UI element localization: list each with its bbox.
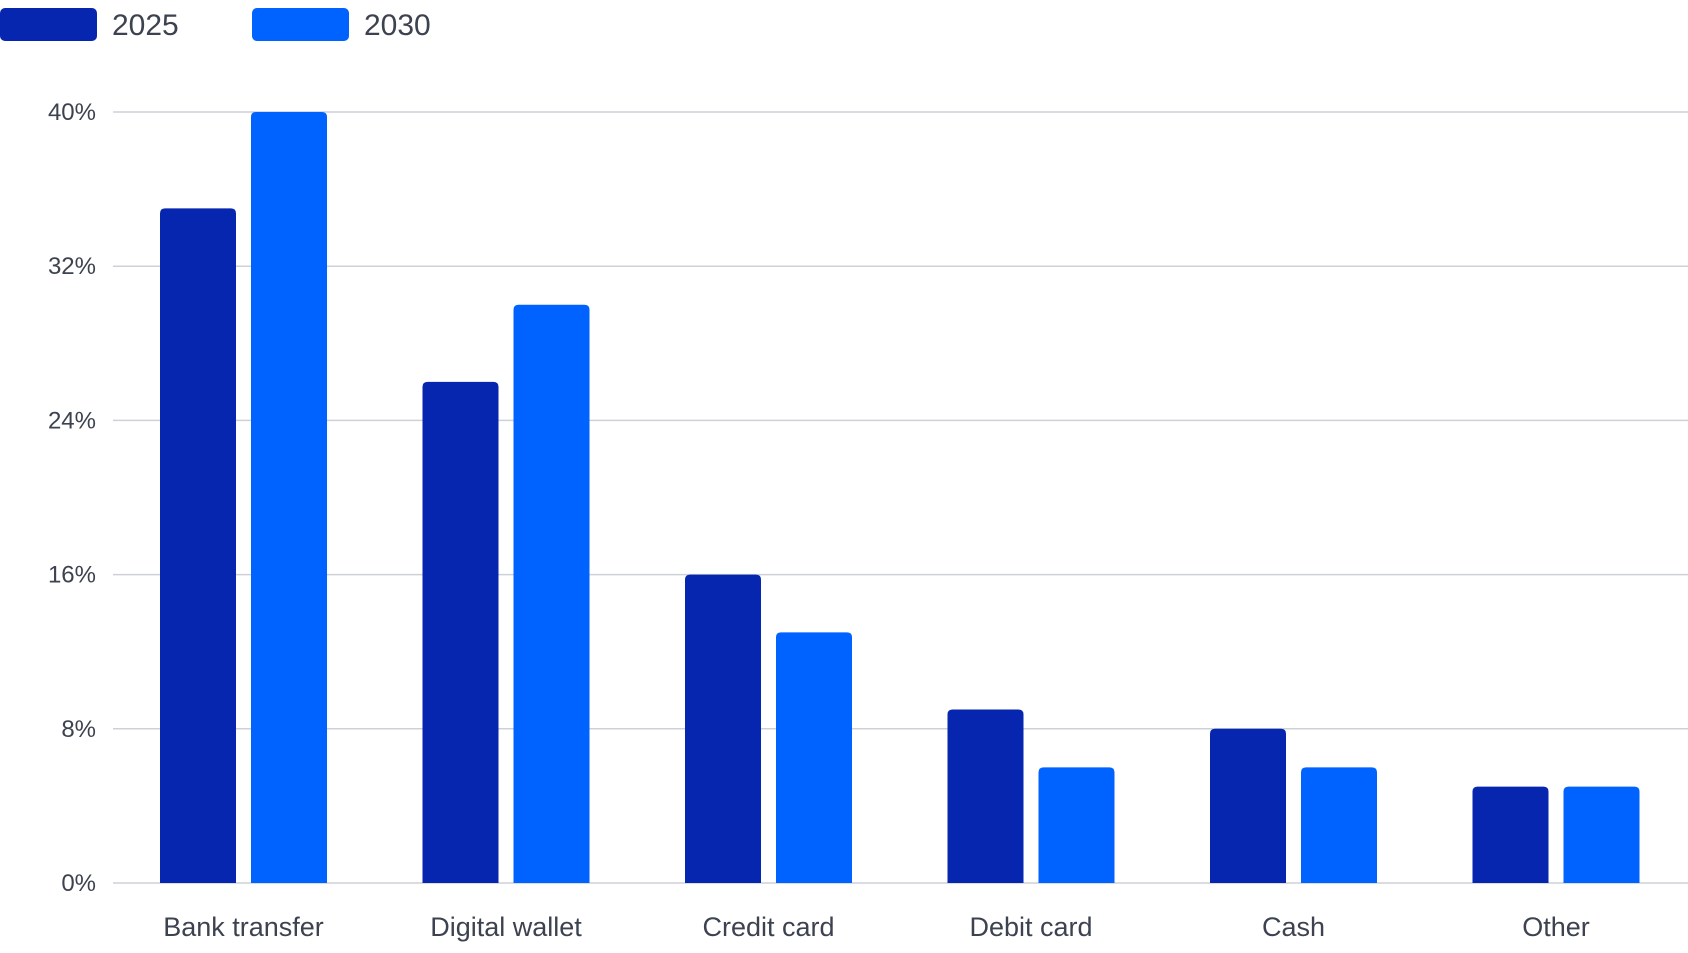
legend-label: 2025 [112, 9, 179, 42]
gridlines [113, 111, 1688, 884]
bar-2025[interactable] [1210, 728, 1286, 883]
legend-item-2025[interactable]: 2025 [0, 8, 179, 42]
y-tick-label: 16% [48, 562, 96, 589]
bar-2025[interactable] [947, 709, 1024, 883]
x-axis-ticks: Bank transfer Digital wallet Credit card De… [163, 912, 1590, 942]
bar-2025[interactable] [1472, 786, 1549, 883]
y-tick-label: 8% [61, 716, 96, 743]
y-tick-label: 24% [48, 407, 96, 434]
legend-label: 2030 [364, 9, 431, 42]
bar-2030[interactable] [513, 304, 590, 883]
x-tick-label: Digital wallet [430, 912, 582, 942]
bar-2030[interactable] [1301, 767, 1377, 883]
x-tick-label: Bank transfer [163, 912, 324, 942]
y-tick-label: 0% [61, 870, 96, 897]
legend-item-2030[interactable]: 2030 [252, 8, 431, 42]
x-tick-label: Debit card [969, 912, 1092, 942]
x-tick-label: Cash [1262, 912, 1325, 942]
bar-2030[interactable] [1563, 786, 1640, 883]
y-tick-label: 40% [48, 99, 96, 126]
y-tick-label: 32% [48, 253, 96, 280]
bar-2030[interactable] [1038, 767, 1115, 883]
bars [160, 112, 1640, 883]
legend-swatch [252, 8, 349, 41]
bar-2025[interactable] [422, 381, 499, 883]
bar-2030[interactable] [776, 632, 852, 883]
y-axis-ticks: 0% 8% 16% 24% 32% 40% [48, 99, 96, 897]
bar-2030[interactable] [251, 112, 327, 883]
x-tick-label: Credit card [702, 912, 834, 942]
x-tick-label: Other [1522, 912, 1590, 942]
legend: 2025 2030 [0, 8, 431, 42]
bar-2025[interactable] [685, 574, 761, 883]
legend-swatch [0, 8, 97, 41]
bar-2025[interactable] [160, 208, 236, 883]
